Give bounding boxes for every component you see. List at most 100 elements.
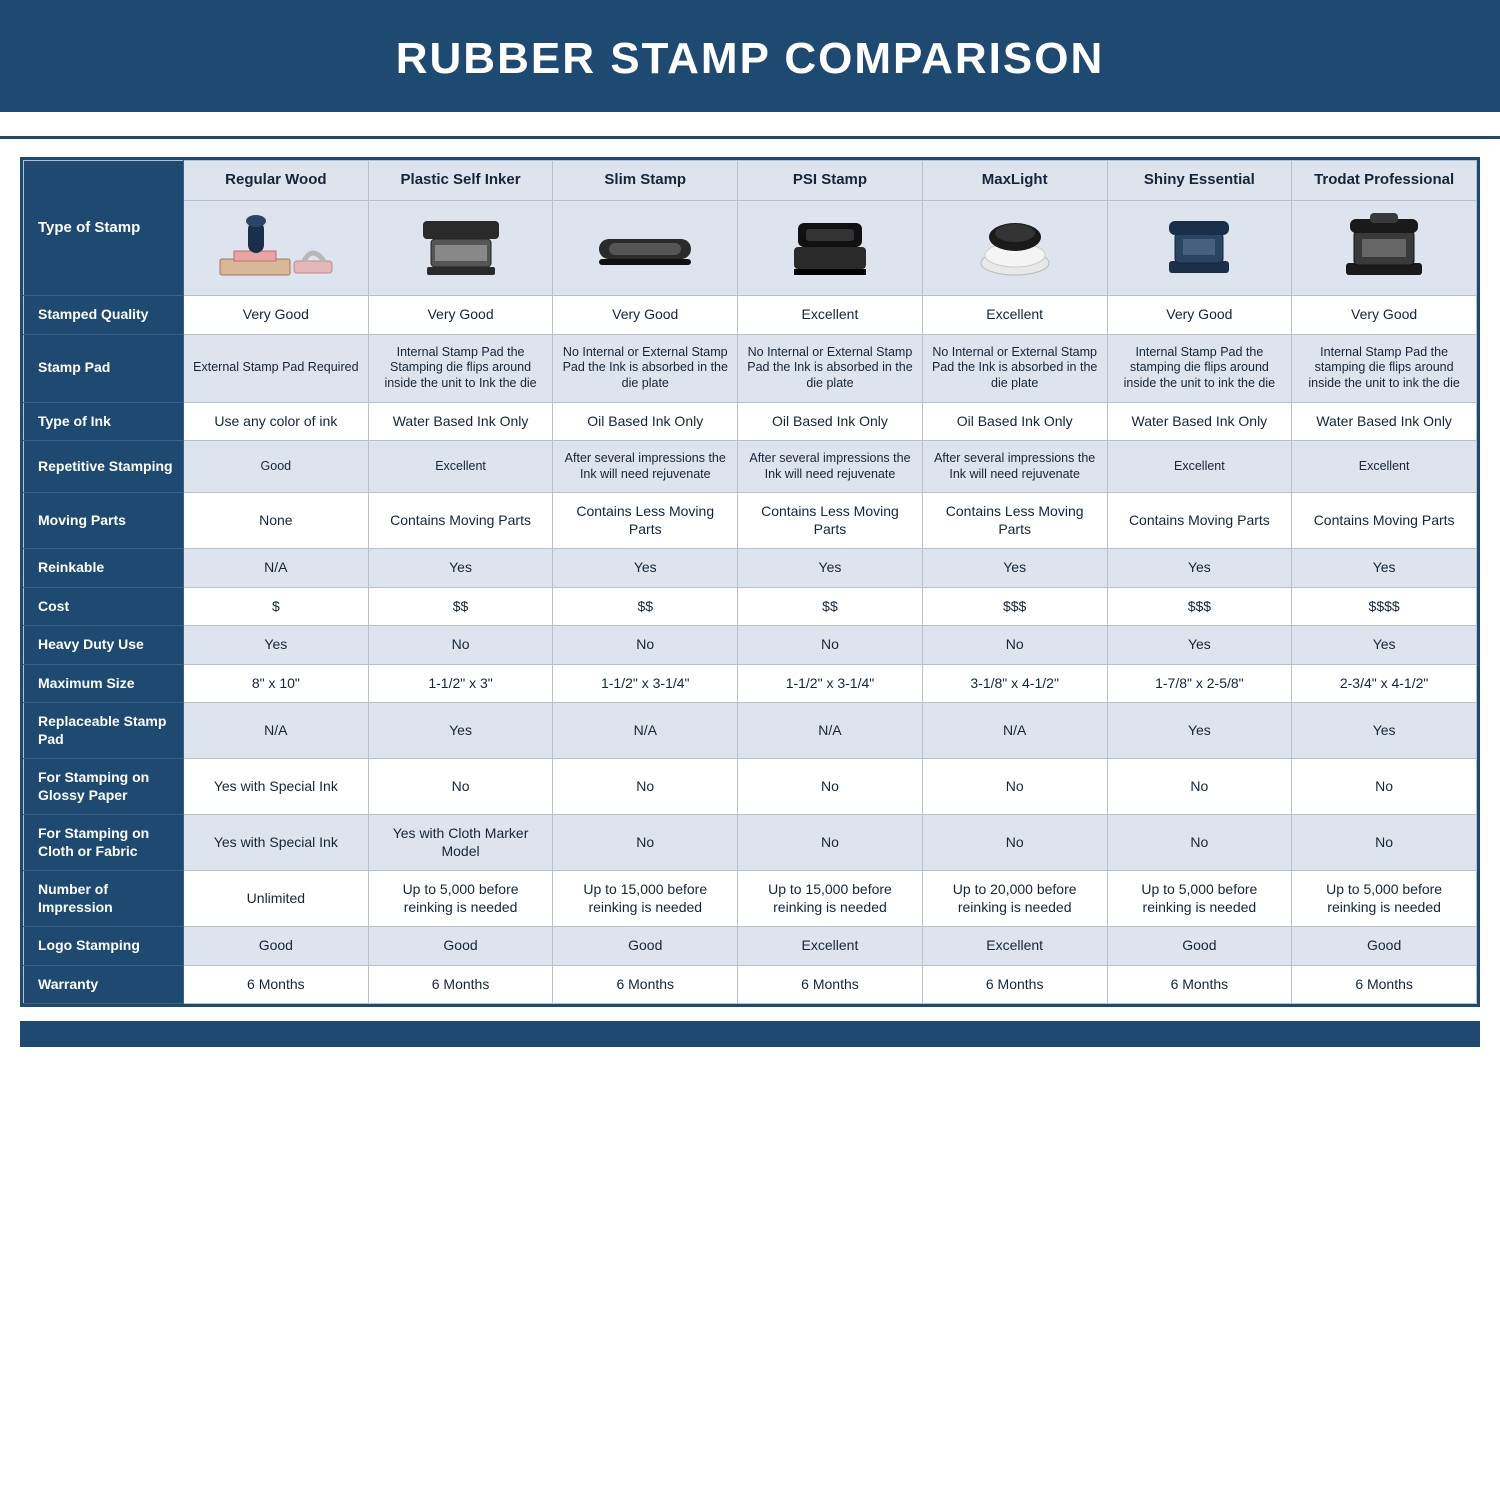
table-cell: $ <box>184 587 369 626</box>
table-cell: Very Good <box>368 296 553 335</box>
table-cell: Excellent <box>368 441 553 493</box>
table-cell: Yes <box>553 549 738 588</box>
table-cell: No Internal or External Stamp Pad the In… <box>553 334 738 402</box>
table-cell: No Internal or External Stamp Pad the In… <box>738 334 923 402</box>
table-cell: Contains Moving Parts <box>1292 493 1477 549</box>
table-cell: No <box>1292 759 1477 815</box>
table-cell: 6 Months <box>184 965 369 1004</box>
table-cell: 3-1/8" x 4-1/2" <box>922 664 1107 703</box>
table-cell: Contains Less Moving Parts <box>922 493 1107 549</box>
row-label: Type of Stamp <box>24 161 184 296</box>
table-cell: Yes <box>1292 626 1477 665</box>
table-cell: Yes <box>368 703 553 759</box>
stamp-image-slim-stamp <box>553 200 738 296</box>
table-cell: 6 Months <box>922 965 1107 1004</box>
table-cell: $$$ <box>922 587 1107 626</box>
table-cell: $$ <box>368 587 553 626</box>
row-label: Replaceable Stamp Pad <box>24 703 184 759</box>
table-cell: N/A <box>184 703 369 759</box>
table-cell: No <box>922 759 1107 815</box>
table-cell: $$ <box>738 587 923 626</box>
table-cell: No <box>922 626 1107 665</box>
table-cell: Good <box>184 441 369 493</box>
table-cell: No <box>1292 815 1477 871</box>
table-cell: N/A <box>922 703 1107 759</box>
table-cell: Yes with Special Ink <box>184 815 369 871</box>
table-cell: Yes with Cloth Marker Model <box>368 815 553 871</box>
table-cell: Oil Based Ink Only <box>922 402 1107 441</box>
table-cell: After several impressions the Ink will n… <box>553 441 738 493</box>
table-cell: No Internal or External Stamp Pad the In… <box>922 334 1107 402</box>
table-cell: Up to 5,000 before reinking is needed <box>1292 871 1477 927</box>
table-cell: Yes <box>738 549 923 588</box>
stamp-image-regular-wood <box>184 200 369 296</box>
table-cell: 6 Months <box>738 965 923 1004</box>
table-cell: No <box>738 815 923 871</box>
table-cell: Contains Less Moving Parts <box>553 493 738 549</box>
table-cell: Excellent <box>1292 441 1477 493</box>
table-cell: Very Good <box>1107 296 1292 335</box>
table-cell: 1-1/2" x 3-1/4" <box>738 664 923 703</box>
row-label: Number of Impression <box>24 871 184 927</box>
table-cell: 6 Months <box>1107 965 1292 1004</box>
table-cell: N/A <box>553 703 738 759</box>
spacer <box>0 112 1500 130</box>
table-cell: Good <box>1292 927 1477 966</box>
table-cell: $$$$ <box>1292 587 1477 626</box>
table-cell: No <box>553 815 738 871</box>
table-cell: $$$ <box>1107 587 1292 626</box>
table-cell: None <box>184 493 369 549</box>
table-cell: After several impressions the Ink will n… <box>738 441 923 493</box>
table-cell: No <box>922 815 1107 871</box>
column-header: Shiny Essential <box>1107 161 1292 201</box>
table-cell: 1-7/8" x 2-5/8" <box>1107 664 1292 703</box>
table-cell: Up to 20,000 before reinking is needed <box>922 871 1107 927</box>
table-cell: 6 Months <box>553 965 738 1004</box>
table-cell: No <box>553 626 738 665</box>
column-header: Plastic Self Inker <box>368 161 553 201</box>
table-cell: Water Based Ink Only <box>1292 402 1477 441</box>
table-cell: Good <box>184 927 369 966</box>
row-label: Moving Parts <box>24 493 184 549</box>
table-cell: Up to 5,000 before reinking is needed <box>368 871 553 927</box>
table-cell: Internal Stamp Pad the stamping die flip… <box>1107 334 1292 402</box>
stamp-image-trodat-professional <box>1292 200 1477 296</box>
table-cell: $$ <box>553 587 738 626</box>
row-label: Maximum Size <box>24 664 184 703</box>
stamp-image-shiny-essential <box>1107 200 1292 296</box>
table-cell: 8" x 10" <box>184 664 369 703</box>
comparison-table: Type of StampRegular WoodPlastic Self In… <box>23 160 1477 1004</box>
row-label: Stamp Pad <box>24 334 184 402</box>
stamp-image-plastic-self-inker <box>368 200 553 296</box>
table-cell: Contains Moving Parts <box>1107 493 1292 549</box>
table-cell: Contains Less Moving Parts <box>738 493 923 549</box>
table-cell: Very Good <box>1292 296 1477 335</box>
table-cell: Yes <box>184 626 369 665</box>
table-cell: Water Based Ink Only <box>1107 402 1292 441</box>
column-header: MaxLight <box>922 161 1107 201</box>
row-label: For Stamping on Cloth or Fabric <box>24 815 184 871</box>
table-cell: No <box>1107 815 1292 871</box>
table-cell: Up to 15,000 before reinking is needed <box>553 871 738 927</box>
stamp-image-psi-stamp <box>738 200 923 296</box>
table-cell: No <box>738 759 923 815</box>
table-cell: No <box>1107 759 1292 815</box>
table-cell: 6 Months <box>1292 965 1477 1004</box>
footer-bar <box>20 1021 1480 1047</box>
table-cell: Unlimited <box>184 871 369 927</box>
column-header: PSI Stamp <box>738 161 923 201</box>
divider <box>0 136 1500 139</box>
table-cell: Water Based Ink Only <box>368 402 553 441</box>
table-cell: Yes <box>368 549 553 588</box>
table-cell: No <box>553 759 738 815</box>
stamp-image-maxlight <box>922 200 1107 296</box>
table-cell: Yes <box>1107 703 1292 759</box>
table-cell: Oil Based Ink Only <box>553 402 738 441</box>
table-cell: Excellent <box>1107 441 1292 493</box>
table-cell: Oil Based Ink Only <box>738 402 923 441</box>
table-cell: Very Good <box>553 296 738 335</box>
row-label: Heavy Duty Use <box>24 626 184 665</box>
table-cell: 1-1/2" x 3-1/4" <box>553 664 738 703</box>
table-cell: Yes <box>1107 626 1292 665</box>
table-cell: 2-3/4" x 4-1/2" <box>1292 664 1477 703</box>
